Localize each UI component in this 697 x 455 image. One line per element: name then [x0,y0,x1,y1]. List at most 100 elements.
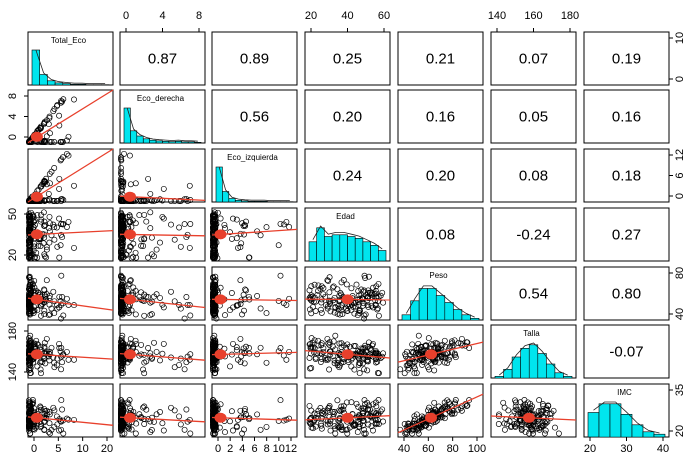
scatter-point [148,311,155,318]
scatter-point [127,340,134,347]
scatter-point [143,218,150,225]
panel-frame [304,324,391,379]
scatter-point [356,310,363,317]
scatter-point [537,424,544,431]
scatter-point [409,349,416,356]
scatter-point [46,301,53,308]
scatter-point [28,406,34,413]
scatter-point [500,399,507,406]
scatter-point [27,248,34,255]
correlation-value: 0.08 [519,168,548,185]
scatter-point [286,295,293,302]
correlation-value: 0.05 [519,109,548,126]
density-curve [593,401,660,434]
scatter-point [37,218,44,225]
scatter-point [324,335,331,342]
correlation-value: 0.56 [240,109,269,126]
scatter-point [348,399,355,406]
scatter-point [336,362,343,369]
scatter-point [26,213,33,220]
correlation-value: 0.54 [519,286,548,303]
panel-frame [304,148,391,203]
scatter-point [51,310,58,317]
scatter-point [63,295,70,302]
scatter-point [181,366,188,373]
scatter-point [275,348,282,355]
histogram-bar [130,130,138,144]
scatter-point [529,403,535,410]
scatter-point [26,427,33,434]
scatter-point [346,424,353,431]
scatter-point [157,196,163,203]
scatter-point [120,198,127,204]
scatter-point [413,350,419,357]
scatter-panel [26,397,114,437]
scatter-point [286,224,293,230]
scatter-point [159,213,166,220]
right-tick-label: 80 [674,267,686,279]
scatter-point [318,299,325,306]
scatter-point [361,345,368,351]
scatter-point [48,232,55,239]
histogram-bar [241,200,249,203]
scatter-point [26,216,33,223]
scatter-point [187,312,194,319]
scatter-point [338,340,345,347]
scatter-point [243,343,249,350]
scatter-point [124,287,131,294]
scatter-point [126,152,133,159]
centroid-marker [214,294,227,305]
panel-frame [490,89,577,144]
histogram-bar [461,314,471,321]
left-tick-label: 180 [7,322,19,340]
histogram-bar [143,138,151,144]
scatter-point [26,198,33,204]
scatter-point [157,294,163,301]
scatter-point [235,244,241,251]
scatter-point [364,289,371,296]
scatter-point [361,430,368,437]
scatter-point [143,358,150,365]
scatter-point [59,406,66,413]
scatter-point [38,216,45,223]
scatter-point [151,418,157,425]
scatter-point [228,408,235,415]
scatter-point [56,215,63,222]
scatter-point [430,341,437,348]
scatter-point [308,335,315,342]
scatter-point [307,306,313,313]
scatter-point [222,312,228,319]
centroid-marker [214,412,227,423]
scatter-point [26,282,33,289]
scatter-point [171,236,178,243]
scatter-point [365,287,372,294]
scatter-point [233,235,240,242]
scatter-panel [118,209,206,262]
scatter-point [413,370,420,376]
scatter-point [444,360,451,366]
right-tick-label: 0 [674,76,686,82]
correlation-value: 0.24 [333,168,362,185]
scatter-point [538,407,545,414]
scatter-point [308,283,315,290]
scatter-point [546,411,553,418]
scatter-point [43,254,50,261]
scatter-point [536,397,543,404]
scatter-point [516,415,523,422]
scatter-point [147,209,154,216]
histogram-bar [545,363,556,379]
top-tick-label: 140 [488,10,506,22]
scatter-point [46,115,53,122]
scatter-point [118,226,124,233]
scatter-point [58,397,65,404]
scatter-point [147,312,154,319]
right-tick-label: 12 [674,149,686,161]
scatter-point [149,251,155,258]
scatter-point [227,363,233,370]
scatter-point [51,359,58,366]
smooth-line [397,393,484,434]
scatter-point [136,212,143,219]
scatter-point [210,291,216,298]
scatter-point [57,242,64,249]
histogram-bar [528,344,539,379]
